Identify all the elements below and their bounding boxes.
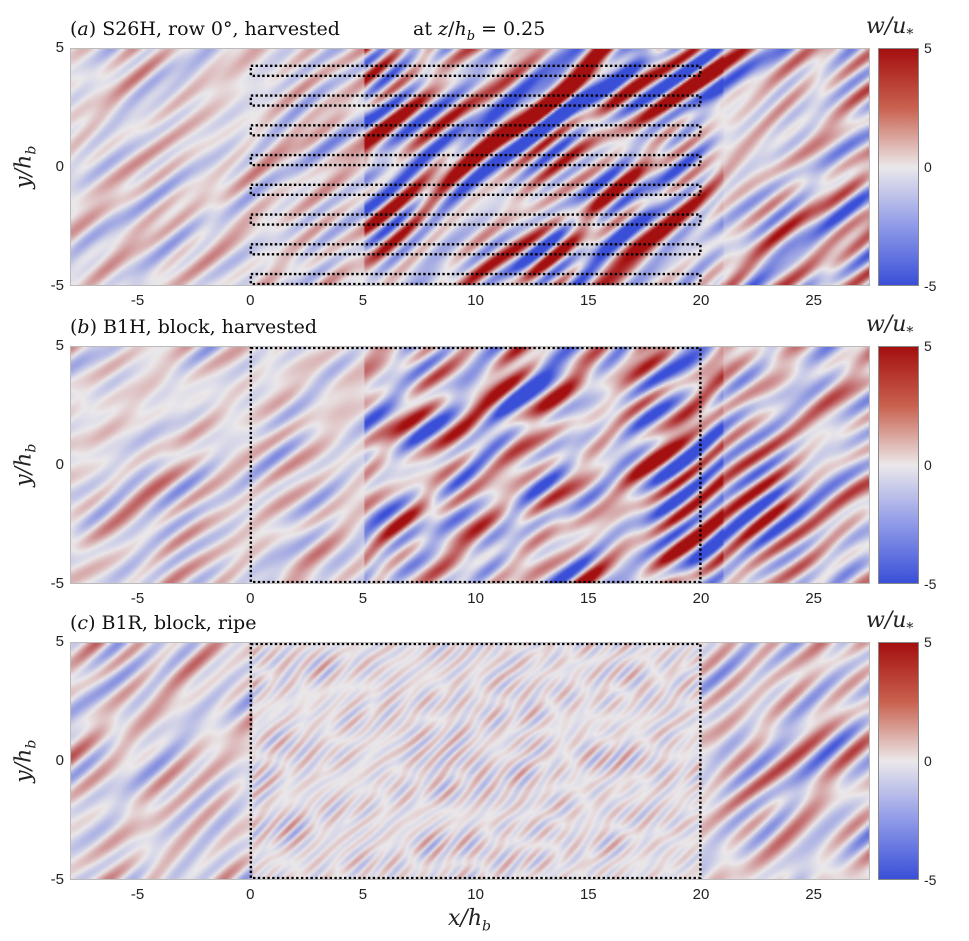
x-tick-label: 20 [692, 590, 710, 607]
x-tick-label: 25 [805, 590, 822, 607]
panel-a-title: (a) S26H, row 0°, harvested [70, 18, 340, 40]
y-tick-label: 0 [55, 456, 64, 473]
canopy-boundary [249, 124, 702, 137]
y-tick-label: 5 [55, 337, 64, 354]
canopy-outline [249, 347, 702, 583]
colorbar [878, 48, 919, 286]
colorbar-tick-label: 5 [924, 40, 932, 56]
x-tick-label: 5 [358, 886, 368, 903]
colorbar-tick-label: 0 [924, 457, 932, 473]
figure-suptitle: at z/hb = 0.25 [413, 18, 546, 44]
x-tick-label: 0 [246, 886, 255, 903]
x-tick-label: 0 [246, 292, 255, 309]
x-tick-label: 15 [579, 292, 597, 309]
canopy-boundary [249, 643, 702, 879]
x-tick-label: 10 [467, 886, 484, 903]
canopy-boundary [249, 183, 702, 196]
x-tick-label: 5 [358, 292, 368, 309]
x-axis-label: x/hb [448, 906, 491, 935]
x-tick-label: 15 [579, 886, 597, 903]
x-tick-label: 20 [692, 292, 710, 309]
panel-a-heatmap [70, 48, 870, 286]
canopy-outline [249, 643, 702, 879]
panel-b-heatmap [70, 346, 870, 584]
y-tick-label: 0 [55, 158, 64, 175]
x-tick-label: 10 [467, 590, 484, 607]
panel-b-title: (b) B1H, block, harvested [70, 316, 318, 338]
canopy-outline [249, 64, 702, 285]
canopy-boundary [249, 153, 702, 167]
x-tick-label: 15 [579, 590, 597, 607]
x-tick-label: 25 [805, 886, 822, 903]
colorbar-tick-label: 5 [924, 338, 932, 354]
y-axis-label: y/hb [11, 739, 40, 783]
colorbar-label: w/u* [866, 14, 914, 43]
y-axis-label: y/hb [11, 443, 40, 487]
heatmap-canvas [71, 49, 869, 285]
x-tick-label: -5 [130, 590, 145, 607]
panel-c-heatmap [70, 642, 870, 880]
x-tick-label: 5 [358, 590, 368, 607]
colorbar-tick-label: 0 [924, 159, 932, 175]
y-tick-label: -5 [50, 277, 64, 294]
canopy-boundary [249, 243, 702, 256]
colorbar-tick-label: -5 [924, 872, 937, 888]
x-tick-label: -5 [130, 886, 145, 903]
y-axis-label: y/hb [11, 145, 40, 189]
heatmap-canvas [71, 347, 869, 583]
canopy-boundary [249, 272, 702, 285]
y-tick-label: 5 [55, 633, 64, 650]
y-tick-label: 0 [55, 752, 64, 769]
colorbar-tick-label: -5 [924, 278, 937, 294]
colorbar-tick-label: -5 [924, 576, 937, 592]
x-tick-label: 0 [246, 590, 255, 607]
panel-c-title: (c) B1R, block, ripe [70, 612, 257, 634]
x-tick-label: 20 [692, 886, 710, 903]
canopy-boundary [249, 94, 702, 107]
canopy-boundary [249, 64, 702, 77]
colorbar-label: w/u* [866, 312, 914, 341]
canopy-boundary [249, 213, 702, 226]
colorbar [878, 642, 919, 880]
x-tick-label: -5 [130, 292, 145, 309]
colorbar-tick-label: 5 [924, 634, 932, 650]
y-tick-label: 5 [55, 39, 64, 56]
y-tick-label: -5 [50, 871, 64, 888]
colorbar-tick-label: 0 [924, 753, 932, 769]
canopy-boundary [249, 347, 702, 583]
heatmap-canvas [71, 643, 869, 879]
y-tick-label: -5 [50, 575, 64, 592]
colorbar-label: w/u* [866, 608, 914, 637]
x-tick-label: 25 [805, 292, 822, 309]
colorbar [878, 346, 919, 584]
x-tick-label: 10 [467, 292, 484, 309]
